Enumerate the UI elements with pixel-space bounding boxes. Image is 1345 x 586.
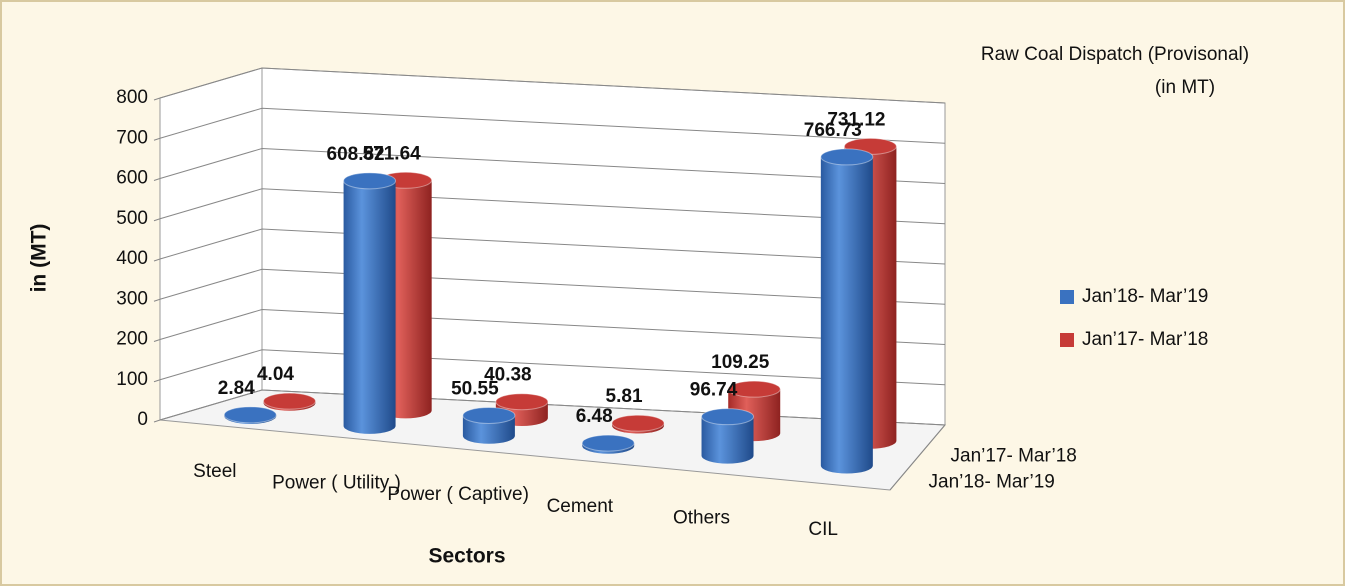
grid-line (159, 67, 946, 104)
cylinder (820, 148, 874, 474)
bar-top (262, 392, 316, 410)
value-label: 6.48 (576, 406, 613, 427)
value-label: 571.64 (363, 143, 422, 164)
bar-top (462, 406, 516, 424)
y-axis-title: in (MT) (28, 224, 51, 293)
value-label: 40.38 (484, 365, 532, 386)
y-tick-label: 700 (116, 127, 148, 148)
value-label: 4.04 (257, 364, 294, 385)
cylinder (262, 392, 316, 411)
depth-label: Jan’17- Mar’18 (951, 446, 1077, 467)
value-label: 5.81 (606, 386, 643, 407)
value-label: 2.84 (218, 378, 255, 399)
bar-top (611, 414, 665, 432)
grid-line (159, 188, 946, 225)
bar-top (581, 434, 635, 452)
y-tick (153, 218, 161, 222)
cylinder (343, 172, 397, 434)
legend-swatch (1060, 290, 1074, 304)
grid-line (159, 308, 946, 345)
bar-top (820, 148, 874, 166)
bar (701, 416, 754, 464)
bar (343, 180, 396, 434)
y-tick (153, 137, 161, 141)
y-tick (153, 258, 161, 262)
chart-title: Raw Coal Dispatch (Provisonal) (981, 44, 1249, 65)
value-label: 608.82 (327, 144, 385, 165)
y-tick (153, 178, 161, 181)
legend-swatch (1060, 333, 1074, 347)
bar (820, 156, 873, 474)
y-tick-label: 600 (116, 168, 148, 189)
bar-top (223, 406, 277, 424)
grid-line (159, 107, 946, 144)
x-tick-label: Others (673, 508, 730, 529)
x-tick-label: Power ( Captive) (387, 484, 529, 505)
bar-top (727, 380, 781, 398)
y-tick-label: 800 (116, 87, 148, 108)
x-tick-label: Steel (193, 461, 236, 482)
grid-line (159, 268, 946, 305)
legend-label: Jan’17- Mar’18 (1082, 329, 1208, 350)
x-tick-label: Power ( Utility ) (272, 473, 401, 494)
y-tick (153, 97, 161, 101)
y-tick-label: 100 (116, 369, 148, 390)
y-tick-label: 300 (116, 288, 148, 309)
cylinder (701, 408, 755, 464)
value-label: 731.12 (827, 109, 885, 130)
bar-top (495, 393, 549, 411)
depth-axis (889, 424, 946, 491)
y-tick (153, 339, 161, 342)
y-tick (153, 379, 161, 383)
grid-line (159, 228, 946, 265)
bar (462, 415, 515, 444)
y-tick-label: 0 (137, 409, 148, 430)
y-tick-label: 200 (116, 329, 148, 350)
y-tick (153, 419, 161, 423)
bar-top (343, 172, 397, 190)
legend-label: Jan’18- Mar’19 (1082, 286, 1208, 307)
chart-subtitle: (in MT) (1155, 77, 1215, 98)
x-tick-label: CIL (808, 519, 838, 540)
x-axis-title: Sectors (428, 545, 505, 568)
value-label: 766.73 (804, 120, 862, 141)
y-tick-label: 500 (116, 208, 148, 229)
bar-top (701, 408, 755, 426)
value-label: 96.74 (690, 380, 738, 401)
cylinder (611, 414, 665, 434)
y-tick-label: 400 (116, 248, 148, 269)
y-tick (153, 298, 161, 302)
depth-label: Jan’18- Mar’19 (929, 472, 1055, 493)
x-tick-label: Cement (547, 496, 614, 517)
cylinder (581, 434, 635, 454)
cylinder (462, 406, 516, 444)
value-label: 50.55 (451, 378, 499, 399)
grid-line (159, 349, 946, 386)
grid-line (159, 147, 946, 184)
value-label: 109.25 (711, 352, 770, 373)
cylinder (223, 406, 277, 424)
